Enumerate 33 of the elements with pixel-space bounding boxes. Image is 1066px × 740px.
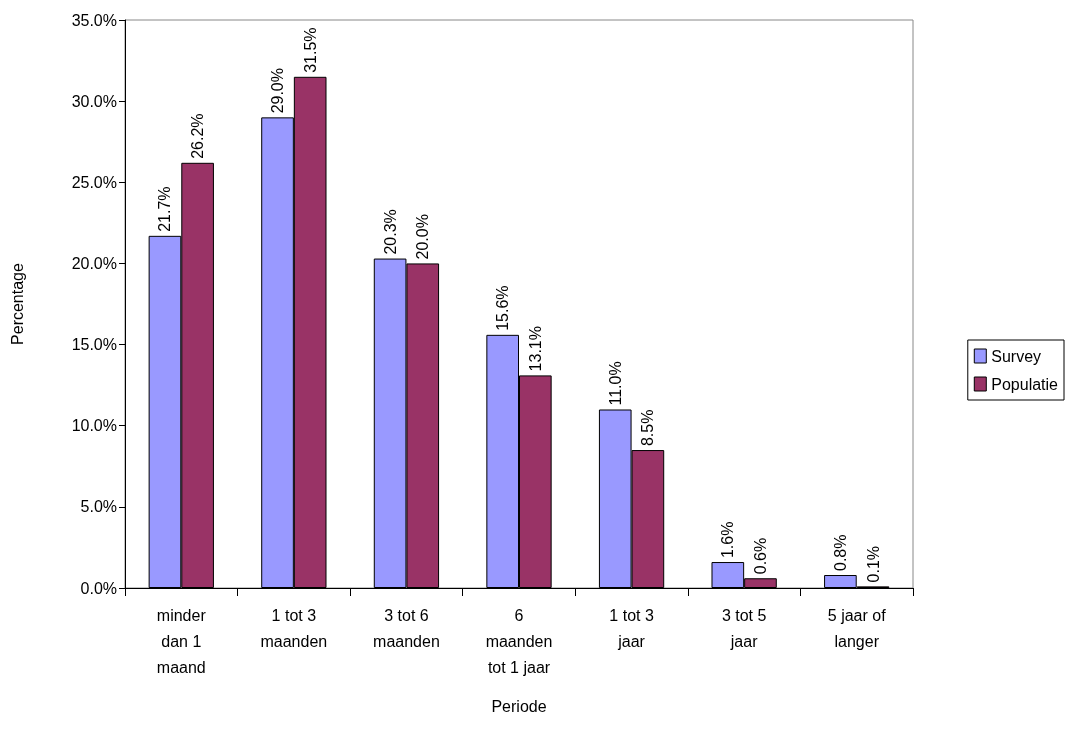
y-tick-label: 0.0% [80,579,117,597]
x-axis-title: Periode [491,697,547,715]
data-label: 11.0% [606,361,624,406]
data-label: 20.0% [414,214,432,260]
data-label: 0.8% [831,534,849,572]
data-label: 0.6% [751,537,769,575]
y-tick-label: 30.0% [71,92,117,110]
x-tick-label: 1 tot 3 jaar [609,606,654,650]
y-tick-label: 20.0% [71,254,117,272]
data-label: 15.6% [494,285,512,331]
data-label: 1.6% [719,521,737,559]
data-label: 29.0% [269,68,287,114]
x-tick-label: 6 maanden tot 1 jaar [485,606,553,676]
data-label: 13.1% [526,326,544,372]
data-label: 21.7% [156,186,174,232]
y-tick-label: 10.0% [71,417,117,435]
data-label: 31.5% [301,27,319,73]
x-tick-label: 3 tot 5 jaar [721,606,767,650]
x-tick-label: 3 tot 6 maanden [373,606,440,650]
legend-label: Populatie [991,375,1059,393]
y-tick-label: 5.0% [80,498,117,516]
x-tick-label: 5 jaar of langer [827,606,887,650]
x-tick-label: minder dan 1 maand [156,606,207,676]
data-label: 20.3% [381,209,399,255]
legend-label: Survey [991,347,1042,365]
data-label: 8.5% [639,409,657,447]
x-tick-label: 1 tot 3 maanden [260,606,328,650]
data-label: 26.2% [189,113,207,159]
data-label: 0.1% [864,545,882,583]
y-tick-label: 15.0% [71,336,117,354]
y-tick-label: 35.0% [71,11,117,29]
y-axis-title: Percentage [8,262,26,345]
y-tick-label: 25.0% [71,173,117,191]
